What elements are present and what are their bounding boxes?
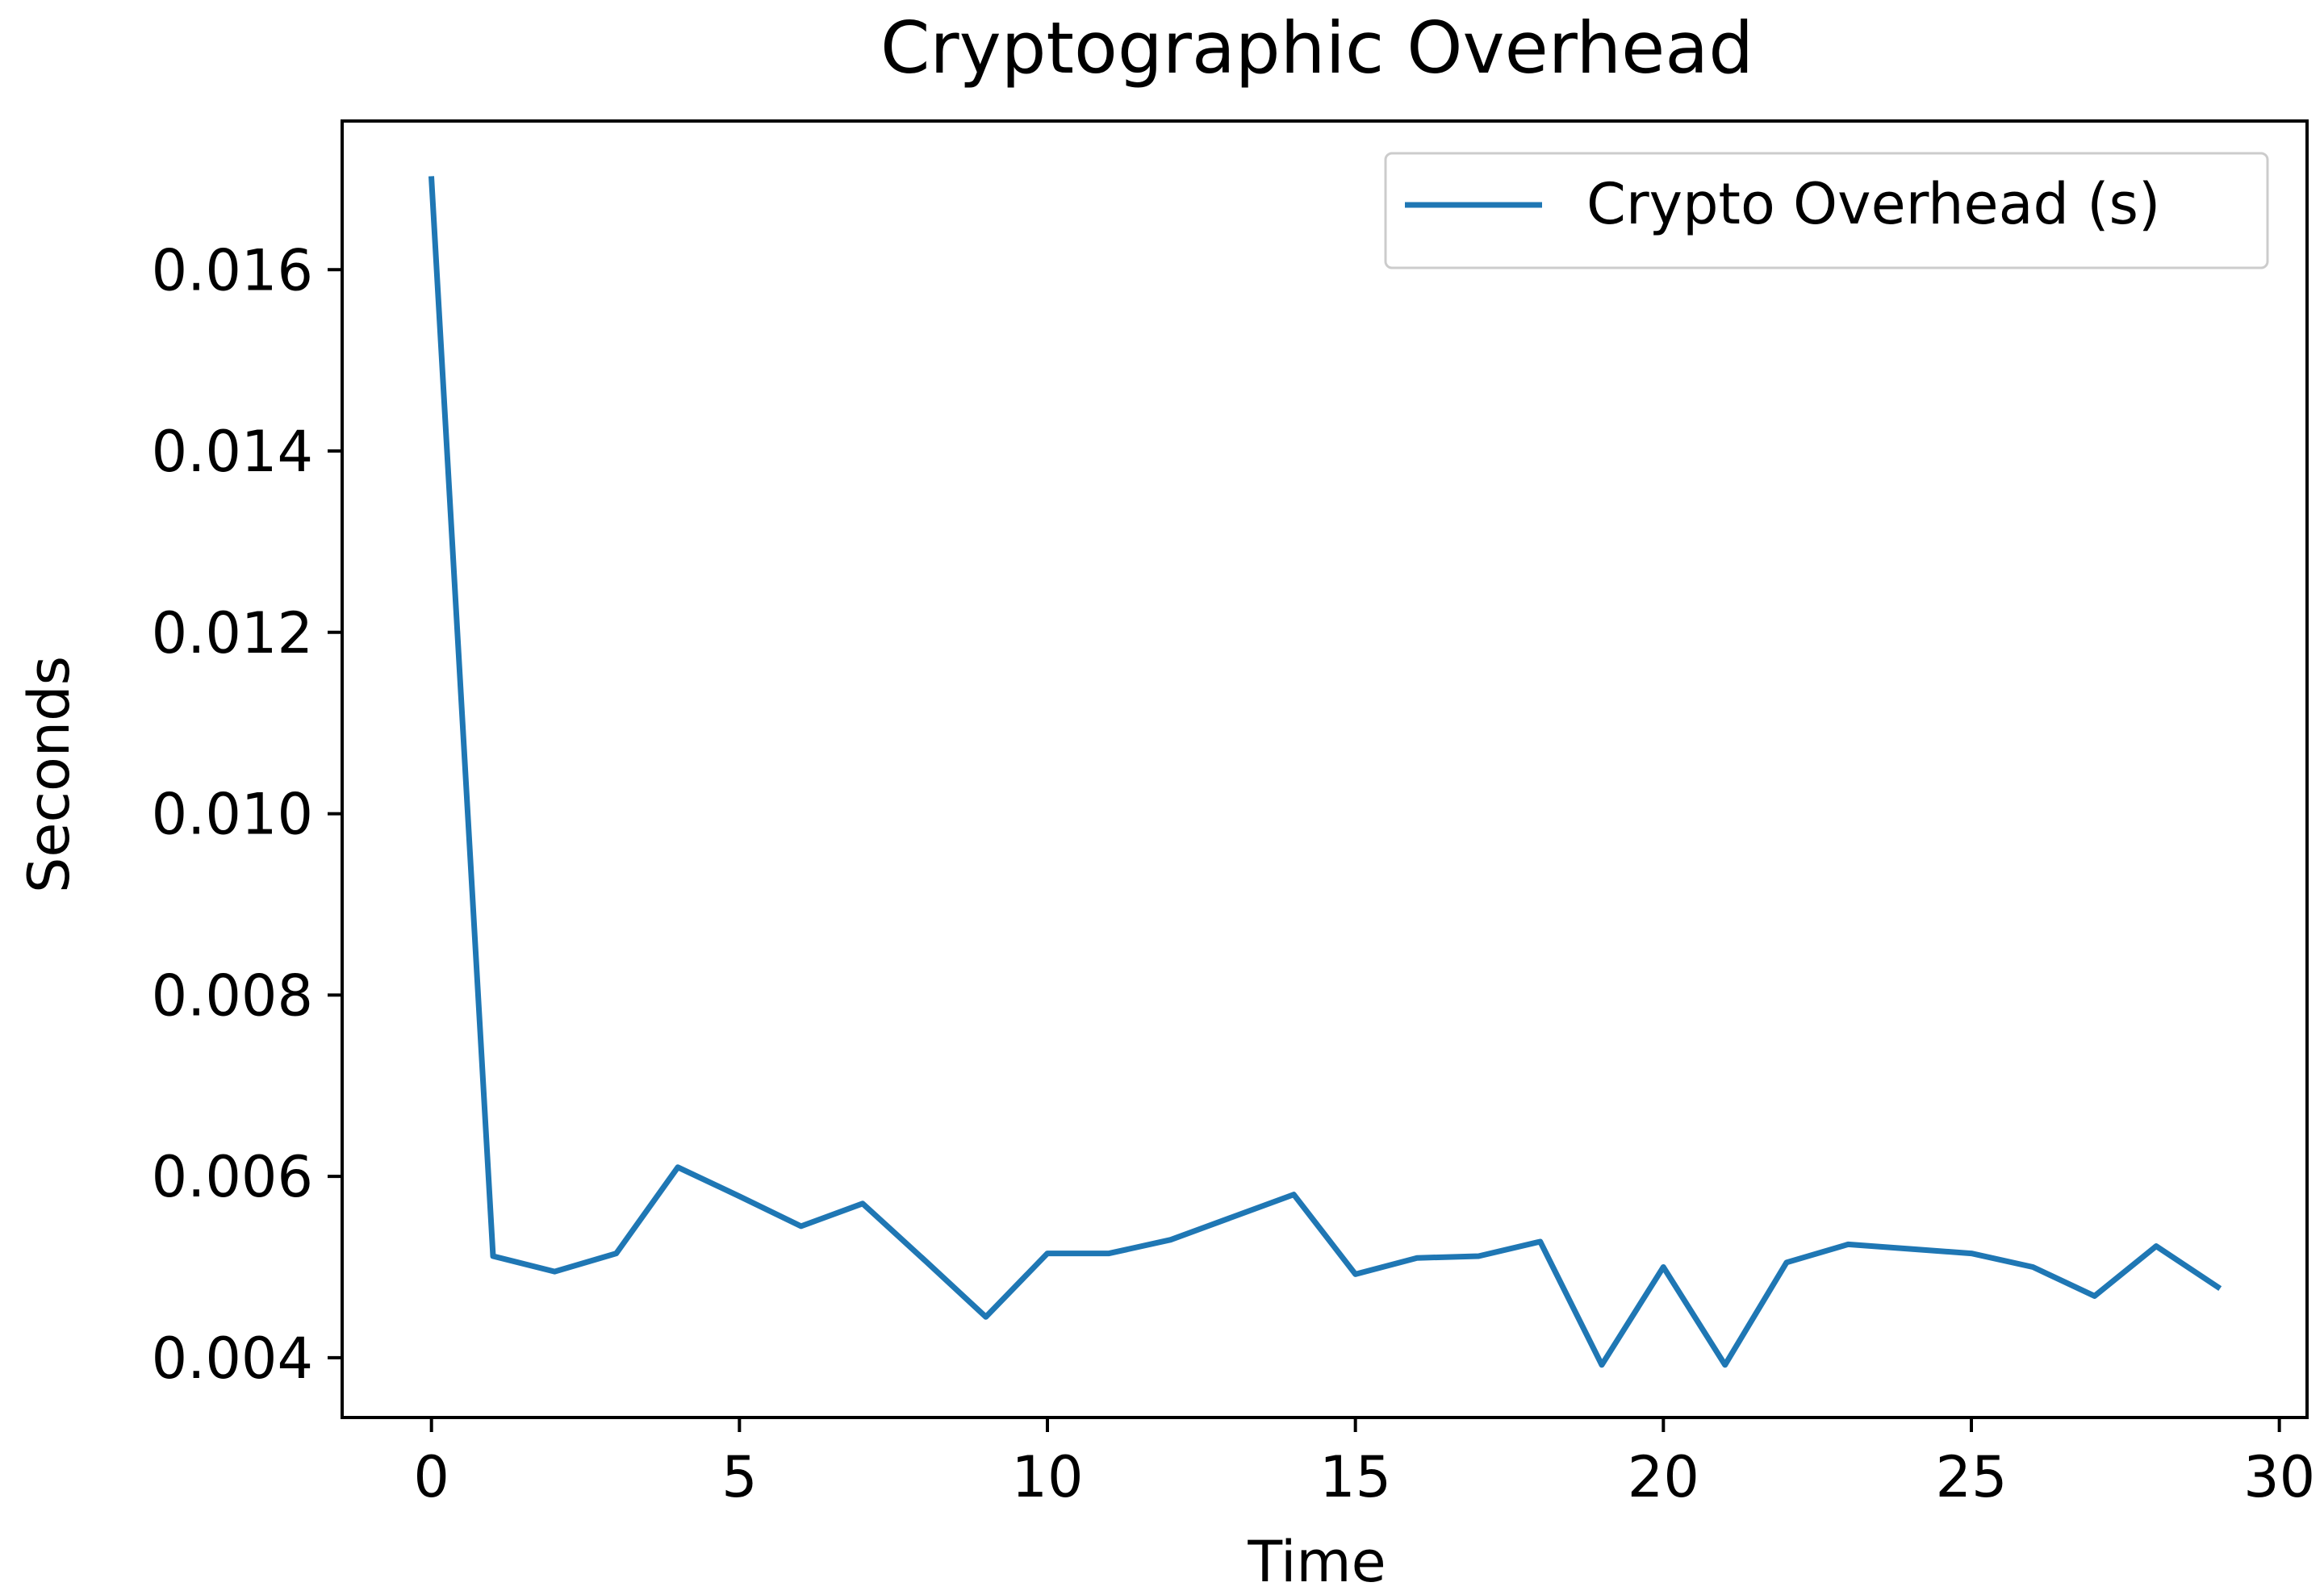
data-point	[1414, 1255, 1419, 1261]
y-tick-label: 0.006	[152, 1144, 313, 1210]
x-axis-label: Time	[1247, 1529, 1386, 1595]
data-point	[1968, 1251, 1974, 1256]
data-point	[552, 1269, 558, 1275]
legend-box	[1384, 152, 2269, 269]
x-tick-label: 10	[1011, 1444, 1083, 1510]
x-tick-label: 30	[2243, 1444, 2315, 1510]
legend: Crypto Overhead (s)	[1384, 152, 2269, 269]
x-tick-label: 5	[721, 1444, 758, 1510]
data-point	[2030, 1264, 2036, 1270]
data-point	[1291, 1192, 1297, 1197]
data-point	[1599, 1362, 1604, 1367]
y-tick-label: 0.008	[152, 962, 313, 1029]
data-point	[1168, 1237, 1173, 1242]
data-point	[1661, 1264, 1666, 1270]
data-point	[1845, 1242, 1851, 1247]
y-axis-ticks: 0.004 0.006 0.008 0.010 0.012 0.014 0.016	[152, 237, 342, 1392]
data-point	[613, 1251, 619, 1256]
data-point	[1907, 1246, 1912, 1251]
x-tick-label: 25	[1935, 1444, 2007, 1510]
data-point	[1045, 1251, 1051, 1256]
data-point	[2153, 1243, 2159, 1249]
data-point	[1476, 1253, 1482, 1259]
y-tick-label: 0.012	[152, 600, 313, 666]
x-tick-label: 15	[1319, 1444, 1391, 1510]
data-point	[1106, 1251, 1112, 1256]
data-point	[1722, 1362, 1728, 1367]
y-tick-label: 0.004	[152, 1326, 313, 1392]
data-point	[798, 1223, 804, 1229]
data-point	[428, 176, 434, 182]
data-point	[491, 1253, 496, 1259]
data-point	[1352, 1271, 1358, 1277]
data-point	[1783, 1259, 1789, 1265]
plot-frame	[341, 119, 2309, 1419]
y-tick-label: 0.014	[152, 419, 313, 485]
series-line-crypto-overhead	[428, 176, 2222, 1368]
data-point	[922, 1257, 927, 1263]
data-point	[1230, 1214, 1235, 1220]
x-tick-label: 0	[413, 1444, 449, 1510]
x-tick-label: 20	[1628, 1444, 1699, 1510]
x-axis-ticks: 0 5 10 15 20 25 30	[413, 1418, 2315, 1510]
y-tick-label: 0.010	[152, 782, 313, 848]
data-point	[2215, 1284, 2221, 1290]
data-point	[860, 1200, 866, 1206]
legend-entry-crypto-overhead: Crypto Overhead (s)	[1586, 171, 2160, 237]
data-point	[2092, 1293, 2097, 1299]
data-layer	[428, 176, 2222, 1368]
data-point	[737, 1193, 742, 1199]
data-point	[983, 1314, 989, 1320]
y-axis-label: Seconds	[16, 656, 82, 893]
data-point	[675, 1164, 681, 1170]
data-point	[1537, 1238, 1543, 1244]
chart-title: Cryptographic Overhead	[880, 6, 1753, 90]
y-tick-label: 0.016	[152, 237, 313, 303]
